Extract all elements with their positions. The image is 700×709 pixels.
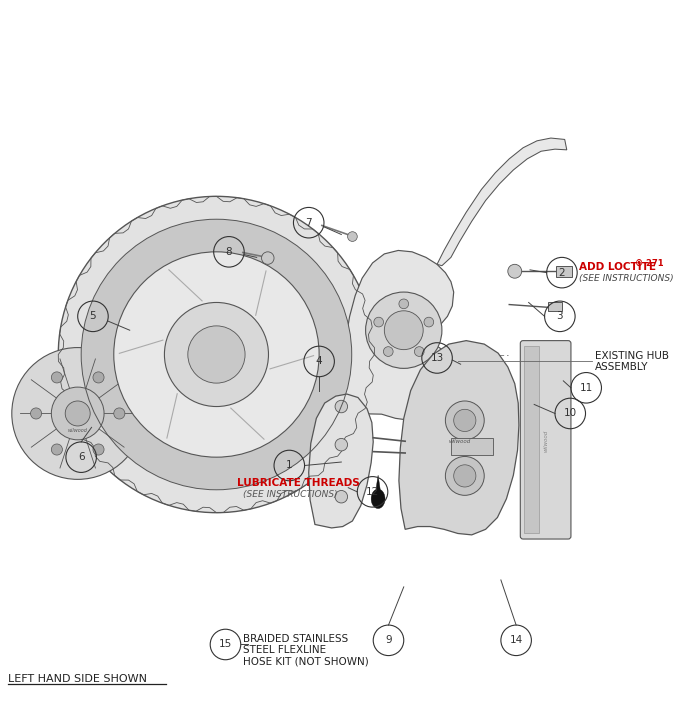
Text: 5: 5	[90, 311, 97, 321]
Text: 14: 14	[510, 635, 523, 645]
Circle shape	[335, 438, 348, 451]
Circle shape	[348, 232, 357, 242]
Circle shape	[384, 347, 393, 357]
Circle shape	[12, 347, 144, 479]
Circle shape	[335, 491, 348, 503]
Circle shape	[114, 408, 125, 419]
Text: 1: 1	[286, 461, 293, 471]
Circle shape	[51, 444, 62, 455]
Text: STEEL FLEXLINE: STEEL FLEXLINE	[243, 645, 326, 655]
Circle shape	[445, 457, 484, 496]
Circle shape	[51, 387, 104, 440]
Text: 3: 3	[556, 311, 564, 321]
Bar	[524, 346, 539, 533]
Circle shape	[454, 409, 476, 432]
Circle shape	[93, 444, 104, 455]
Circle shape	[399, 299, 409, 308]
Circle shape	[93, 372, 104, 383]
Text: 4: 4	[316, 357, 323, 367]
Bar	[451, 437, 493, 455]
Text: ADD LOCTITE: ADD LOCTITE	[579, 262, 656, 272]
Circle shape	[335, 401, 348, 413]
Circle shape	[31, 408, 41, 419]
Circle shape	[454, 465, 476, 487]
Text: LUBRICATE THREADS: LUBRICATE THREADS	[237, 478, 360, 488]
Text: HOSE KIT (NOT SHOWN): HOSE KIT (NOT SHOWN)	[243, 656, 369, 666]
Polygon shape	[344, 250, 456, 420]
Text: 6: 6	[78, 452, 85, 462]
Circle shape	[65, 401, 90, 426]
Polygon shape	[309, 394, 373, 528]
Polygon shape	[371, 475, 385, 508]
Circle shape	[164, 303, 269, 406]
Text: 7: 7	[305, 218, 312, 228]
Circle shape	[508, 264, 522, 278]
Text: ASSEMBLY: ASSEMBLY	[594, 362, 648, 372]
Text: 11: 11	[580, 383, 593, 393]
Text: wilwood: wilwood	[68, 428, 88, 433]
Bar	[548, 302, 562, 311]
Circle shape	[374, 317, 384, 327]
Bar	[556, 266, 572, 277]
FancyBboxPatch shape	[520, 340, 571, 539]
Circle shape	[262, 252, 274, 264]
Circle shape	[188, 326, 245, 383]
Text: wilwood: wilwood	[448, 439, 470, 444]
Text: (SEE INSTRUCTIONS): (SEE INSTRUCTIONS)	[579, 274, 673, 283]
Polygon shape	[399, 340, 519, 535]
Circle shape	[58, 196, 375, 513]
Text: 8: 8	[225, 247, 232, 257]
Circle shape	[445, 401, 484, 440]
Circle shape	[414, 347, 424, 357]
Text: 2: 2	[559, 267, 565, 278]
Text: wilwood: wilwood	[543, 430, 549, 452]
Text: 13: 13	[430, 353, 444, 363]
Text: 15: 15	[219, 640, 232, 649]
Circle shape	[384, 311, 424, 350]
Circle shape	[365, 292, 442, 369]
Circle shape	[51, 372, 62, 383]
Text: BRAIDED STAINLESS: BRAIDED STAINLESS	[243, 634, 348, 644]
Circle shape	[114, 252, 319, 457]
Text: 10: 10	[564, 408, 577, 418]
Text: LEFT HAND SIDE SHOWN: LEFT HAND SIDE SHOWN	[8, 674, 147, 684]
Polygon shape	[437, 138, 567, 266]
Text: 12: 12	[366, 487, 379, 497]
Circle shape	[424, 317, 434, 327]
Circle shape	[81, 219, 351, 490]
Text: (SEE INSTRUCTIONS): (SEE INSTRUCTIONS)	[243, 490, 337, 499]
Text: 9: 9	[385, 635, 392, 645]
Text: EXISTING HUB: EXISTING HUB	[594, 351, 668, 361]
Text: ® 271: ® 271	[636, 259, 664, 268]
